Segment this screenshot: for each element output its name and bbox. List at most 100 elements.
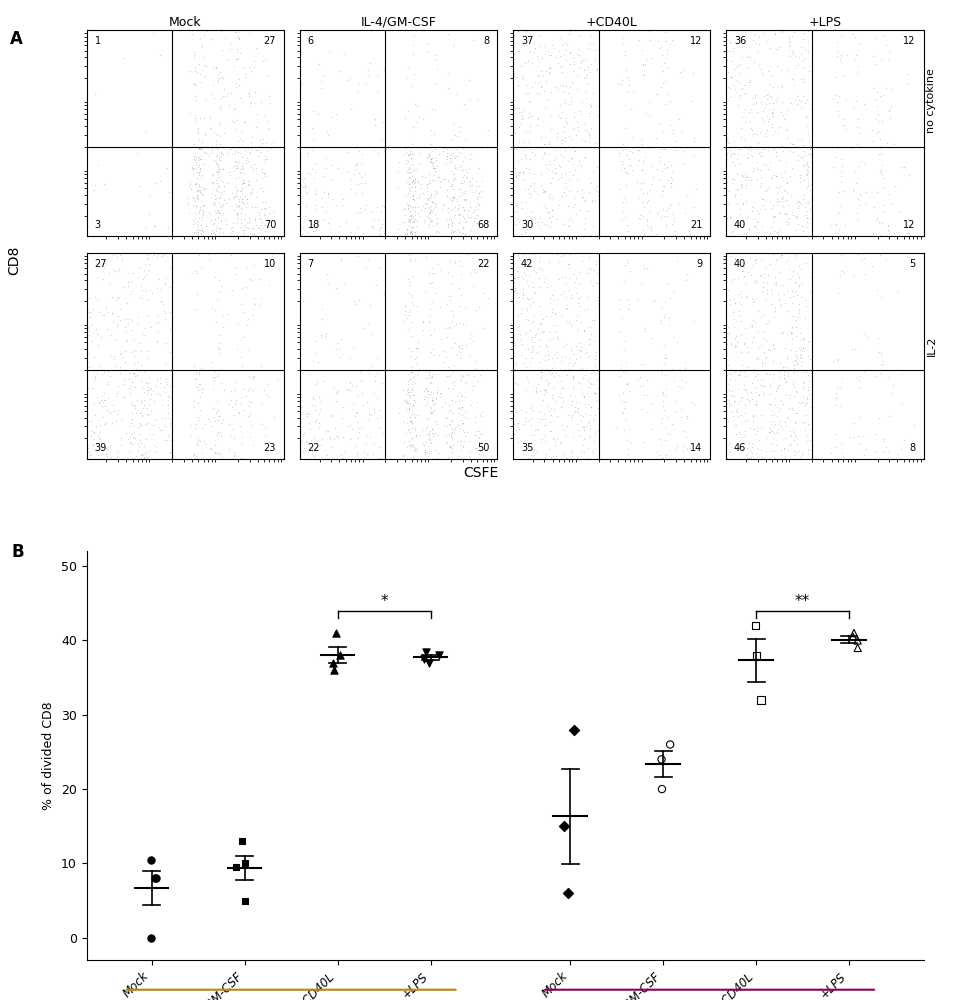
Point — [761, 315, 776, 331]
Point — [452, 159, 467, 175]
Point — [762, 296, 777, 312]
Point — [827, 216, 843, 232]
Point — [581, 129, 597, 145]
Point — [325, 139, 340, 155]
Point — [401, 142, 416, 158]
Point — [428, 152, 443, 168]
Point — [423, 434, 438, 450]
Point — [230, 198, 245, 214]
Point — [894, 395, 909, 411]
Point — [213, 144, 229, 160]
Point — [85, 333, 100, 349]
Point — [84, 317, 99, 333]
Point — [215, 205, 231, 221]
Point — [577, 431, 592, 447]
Point — [531, 354, 547, 370]
Point — [724, 224, 739, 240]
Point — [258, 148, 273, 164]
Point — [448, 148, 463, 164]
Point — [635, 323, 651, 339]
Point — [873, 161, 888, 177]
Point — [798, 255, 813, 271]
Point — [417, 196, 432, 212]
Point — [543, 170, 558, 186]
Point — [538, 446, 554, 462]
Point — [266, 204, 282, 220]
Point — [721, 365, 736, 381]
Point — [674, 124, 689, 140]
Point — [578, 418, 593, 434]
Point — [763, 116, 778, 132]
Point — [788, 266, 803, 282]
Point — [228, 196, 243, 212]
Point — [81, 413, 96, 429]
Point — [534, 411, 550, 427]
Point — [216, 81, 232, 97]
Point — [211, 283, 227, 299]
Point — [749, 423, 764, 439]
Point — [658, 217, 674, 233]
Point — [743, 120, 758, 136]
Point — [204, 145, 219, 161]
Point — [871, 146, 886, 162]
Point — [780, 33, 796, 49]
Point — [794, 340, 809, 356]
Point — [649, 86, 664, 102]
Point — [157, 276, 172, 292]
Point — [735, 214, 751, 230]
Point — [403, 160, 418, 176]
Point — [359, 316, 375, 332]
Point — [614, 405, 629, 421]
Point — [234, 429, 250, 445]
Point — [402, 437, 417, 453]
Point — [776, 363, 791, 379]
Point — [456, 415, 471, 431]
Point — [256, 382, 271, 398]
Point — [615, 156, 630, 172]
Point — [372, 226, 387, 242]
Point — [187, 88, 203, 104]
Point — [426, 265, 441, 281]
Point — [734, 176, 750, 192]
Point — [471, 429, 486, 445]
Point — [787, 343, 802, 359]
Point — [235, 304, 251, 320]
Point — [318, 422, 333, 438]
Point — [162, 321, 178, 337]
Point — [440, 264, 456, 280]
Point — [210, 424, 226, 440]
Point — [336, 275, 352, 291]
Point — [406, 439, 421, 455]
Point — [409, 440, 425, 456]
Point — [752, 179, 767, 195]
Point — [254, 217, 269, 233]
Point — [185, 224, 201, 240]
Point — [678, 410, 694, 426]
Point — [579, 415, 595, 431]
Point — [752, 175, 768, 191]
Point — [255, 161, 270, 177]
Point — [162, 417, 178, 433]
Point — [566, 109, 581, 125]
Point — [508, 69, 524, 85]
Point — [784, 376, 800, 392]
Point — [211, 150, 227, 166]
Point — [514, 164, 530, 180]
Point — [96, 392, 111, 408]
Point — [582, 98, 598, 114]
Point — [774, 138, 789, 154]
Point — [514, 67, 530, 83]
Point — [449, 433, 464, 449]
Point — [429, 158, 444, 174]
Point — [195, 223, 210, 239]
Point — [429, 223, 444, 239]
Point — [92, 304, 108, 320]
Point — [796, 292, 811, 308]
Point — [615, 136, 630, 152]
Point — [371, 222, 386, 238]
Point — [761, 154, 776, 170]
Point — [451, 280, 466, 296]
Point — [619, 376, 634, 392]
Point — [680, 223, 696, 239]
Point — [147, 443, 162, 459]
